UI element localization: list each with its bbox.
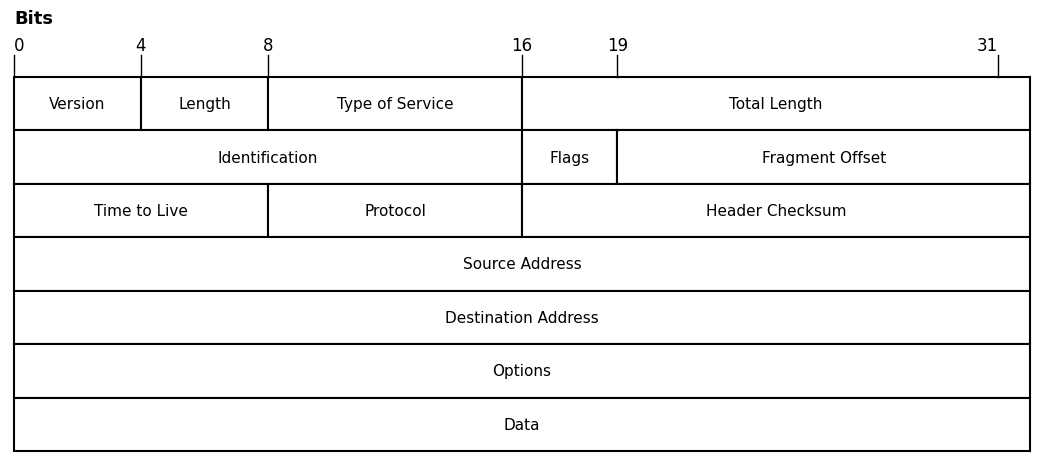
Text: 4: 4 bbox=[135, 37, 146, 55]
Text: Data: Data bbox=[504, 417, 540, 432]
Bar bbox=[14, 184, 268, 238]
Text: Protocol: Protocol bbox=[364, 204, 426, 219]
Bar bbox=[617, 131, 1030, 184]
Bar bbox=[14, 398, 1030, 451]
Bar bbox=[14, 131, 522, 184]
Text: Source Address: Source Address bbox=[462, 257, 581, 272]
Bar bbox=[522, 78, 1030, 131]
Text: Fragment Offset: Fragment Offset bbox=[762, 150, 886, 165]
Text: 19: 19 bbox=[607, 37, 628, 55]
Bar bbox=[268, 184, 522, 238]
Bar bbox=[522, 131, 617, 184]
Bar bbox=[268, 78, 522, 131]
Text: Total Length: Total Length bbox=[730, 97, 822, 112]
Text: 31: 31 bbox=[977, 37, 998, 55]
Bar bbox=[141, 78, 268, 131]
Text: Length: Length bbox=[178, 97, 231, 112]
Bar bbox=[14, 238, 1030, 291]
Text: Identification: Identification bbox=[218, 150, 319, 165]
Text: Bits: Bits bbox=[14, 10, 53, 28]
Text: 0: 0 bbox=[14, 37, 25, 55]
Bar bbox=[14, 291, 1030, 344]
Text: Time to Live: Time to Live bbox=[94, 204, 188, 219]
Bar bbox=[14, 344, 1030, 398]
Text: Version: Version bbox=[49, 97, 106, 112]
Text: Options: Options bbox=[492, 363, 552, 379]
Bar bbox=[522, 184, 1030, 238]
Bar bbox=[14, 78, 141, 131]
Text: 8: 8 bbox=[262, 37, 273, 55]
Text: 16: 16 bbox=[511, 37, 533, 55]
Text: Header Checksum: Header Checksum bbox=[706, 204, 846, 219]
Text: Flags: Flags bbox=[550, 150, 589, 165]
Text: Type of Service: Type of Service bbox=[336, 97, 453, 112]
Text: Destination Address: Destination Address bbox=[446, 310, 599, 325]
